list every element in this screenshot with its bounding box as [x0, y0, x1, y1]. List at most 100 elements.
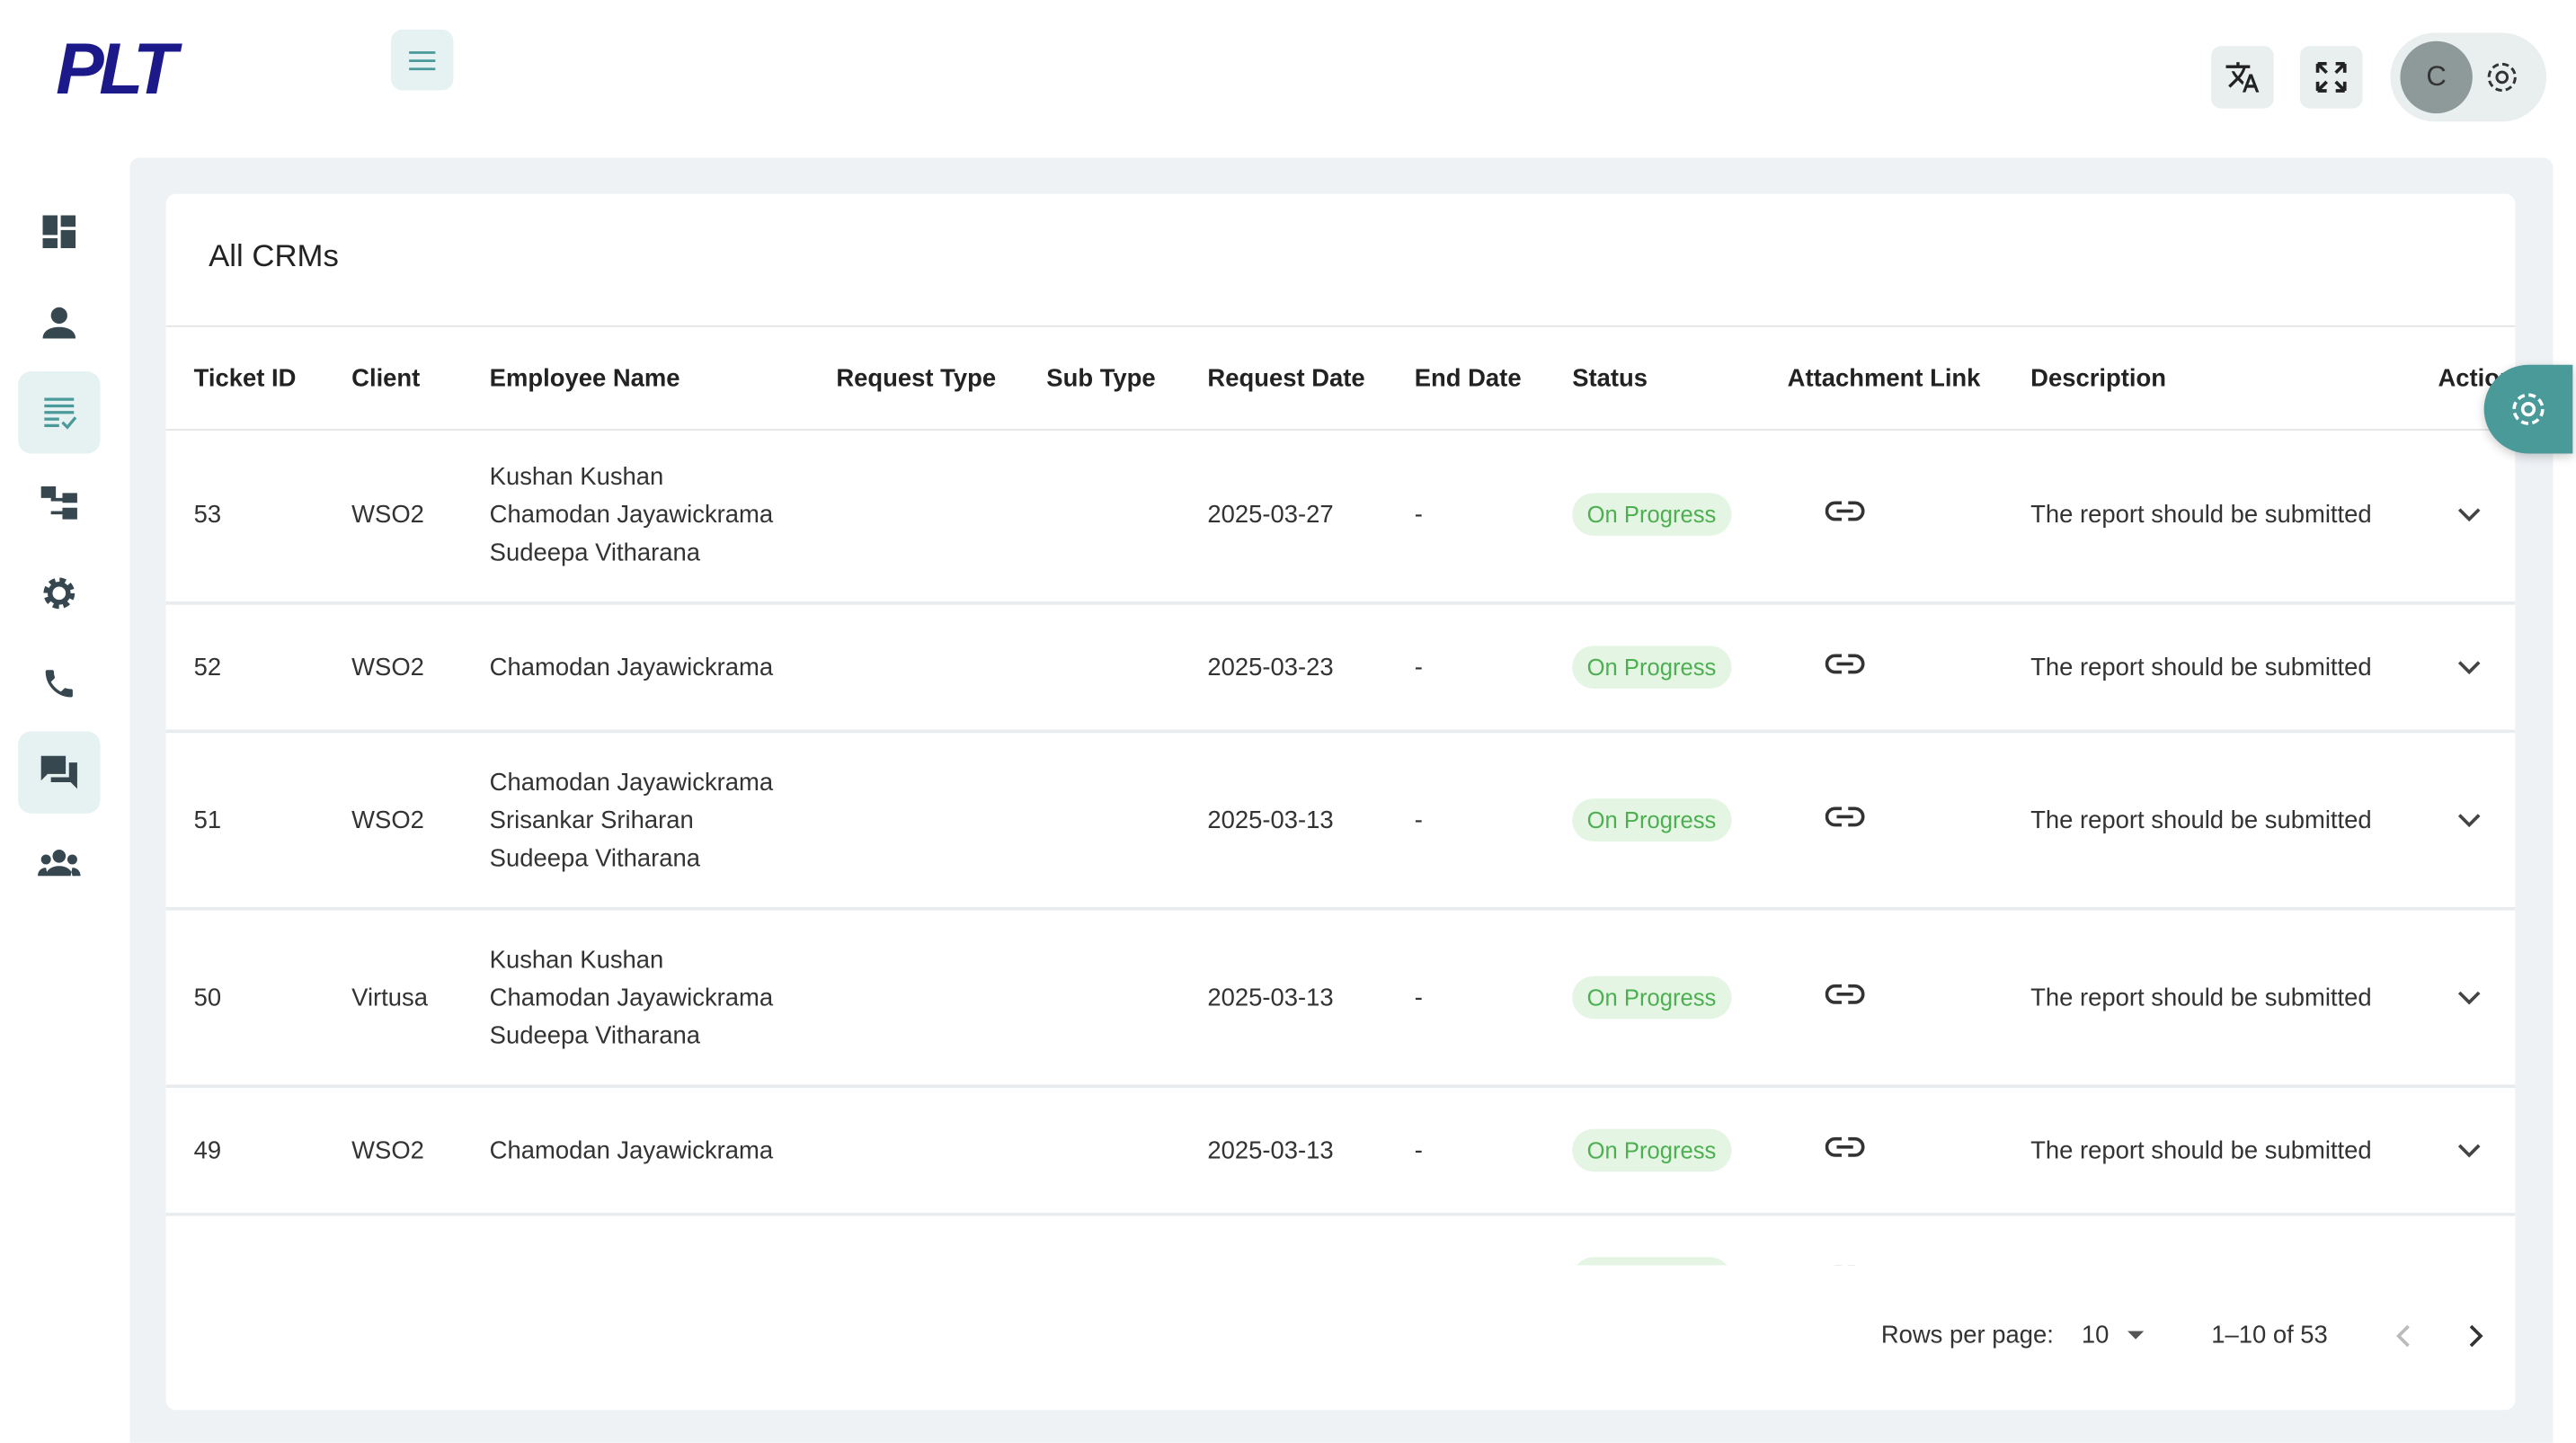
- nav-icon: [44, 397, 77, 430]
- description: The report should be submitted: [2030, 500, 2372, 529]
- ticket-id: 52: [193, 653, 222, 681]
- expand-button[interactable]: [2457, 654, 2481, 681]
- dropdown-icon: [2127, 1331, 2145, 1340]
- column-header[interactable]: Status: [1572, 363, 1648, 392]
- end-date-cell: -: [1415, 733, 1423, 907]
- request-date: 2025-03-23: [1207, 653, 1334, 681]
- column-header: Attachment Link: [1787, 363, 1981, 392]
- ticket-cell: 48: [194, 1216, 222, 1265]
- request-date: 2025-03-27: [1207, 500, 1334, 529]
- nav-hierarchy[interactable]: [18, 462, 100, 544]
- ticket-cell: 52: [194, 605, 222, 730]
- settings-icon[interactable]: [2483, 58, 2522, 97]
- ticket-id: 48: [194, 1260, 222, 1265]
- nav-chat[interactable]: [18, 731, 101, 814]
- expand-button[interactable]: [2457, 1264, 2481, 1265]
- page-range: 1–10 of 53: [2211, 1321, 2328, 1349]
- client: WSO2: [351, 653, 424, 681]
- nav-crm[interactable]: [18, 371, 101, 454]
- chevron-icon: [2457, 660, 2481, 674]
- end-date-cell: -: [1415, 1088, 1423, 1213]
- menu-icon: [409, 50, 436, 70]
- table-row: 52 WSO2 Chamodan Jayawickrama 2025-03-23 - On…: [165, 605, 2516, 734]
- attachment-link[interactable]: [1825, 1136, 1865, 1165]
- nav-icon: [42, 307, 76, 339]
- nav-settings[interactable]: [18, 552, 100, 634]
- table-row: 49 WSO2 Chamodan Jayawickrama 2025-03-13 - On…: [165, 1088, 2516, 1216]
- employee-cell: Chamodan Jayawickrama Srisankar Sriharan S…: [490, 733, 773, 907]
- nav-icon: [40, 755, 77, 789]
- end-date: -: [1414, 1136, 1423, 1164]
- nav-icon: [43, 577, 76, 610]
- menu-button[interactable]: [391, 29, 454, 91]
- nav-icon: [45, 670, 73, 698]
- nav-dashboard[interactable]: [18, 191, 100, 272]
- attachment-link[interactable]: [1825, 653, 1865, 682]
- logo[interactable]: PLT: [56, 29, 177, 111]
- ticket-id: 50: [193, 983, 222, 1012]
- fullscreen-button[interactable]: [2299, 46, 2363, 109]
- attachment-link[interactable]: [1825, 983, 1865, 1012]
- nav-user[interactable]: [18, 281, 100, 363]
- expand-button[interactable]: [2457, 501, 2481, 529]
- column-header[interactable]: End Date: [1414, 363, 1522, 392]
- ticket-id: 49: [193, 1136, 222, 1164]
- employee-name: Sudeepa Vitharana: [489, 538, 700, 566]
- prev-page[interactable]: [2394, 1323, 2413, 1349]
- end-date-cell: -: [1415, 605, 1423, 730]
- end-date-cell: -: [1415, 911, 1423, 1085]
- translate-button[interactable]: [2211, 46, 2274, 109]
- attachment-link[interactable]: [1825, 806, 1865, 835]
- nav-team[interactable]: [18, 822, 100, 904]
- table-row: 50 Virtusa Kushan Kushan Chamodan Jayawickr…: [165, 911, 2516, 1089]
- employee-cell: Kushan Kushan Chamodan Jayawickrama Sudeep…: [490, 911, 773, 1085]
- column-header[interactable]: Request Date: [1207, 363, 1365, 392]
- expand-button[interactable]: [2457, 1136, 2481, 1164]
- description: The report should be submitted: [2030, 983, 2372, 1012]
- nav-phone[interactable]: [18, 643, 100, 725]
- rows-per-page-label: Rows per page:: [1880, 1321, 2054, 1349]
- employee-cell: Chamodan Jayawickrama: [490, 1088, 773, 1213]
- status-cell: On Progress: [1572, 1088, 1731, 1213]
- end-date: -: [1414, 806, 1423, 834]
- request-date: 2025-03-13: [1207, 806, 1334, 834]
- expand-button[interactable]: [2457, 806, 2481, 834]
- attachment-link[interactable]: [1825, 1264, 1865, 1266]
- column-header: Ticket ID: [193, 363, 297, 392]
- client-cell: WSO2: [351, 427, 424, 601]
- end-date: -: [1415, 1260, 1423, 1265]
- rows-per-page-select[interactable]: 10: [2082, 1322, 2145, 1349]
- floating-settings[interactable]: [2483, 364, 2573, 454]
- employee-name: Sudeepa Vitharana: [489, 843, 700, 872]
- link-icon: [1825, 654, 1865, 674]
- request-date-cell: 2025-03-13: [1207, 911, 1333, 1085]
- ticket-id: 51: [193, 806, 222, 834]
- attachment-cell: [1788, 733, 1865, 907]
- action-cell: [2438, 1088, 2481, 1213]
- nav-icon: [40, 486, 77, 520]
- avatar[interactable]: C: [2400, 40, 2473, 114]
- fullscreen-icon: [2315, 61, 2347, 93]
- employee-name: Chamodan Jayawickrama: [489, 653, 774, 681]
- status-cell: On Progress: [1572, 605, 1731, 730]
- link-icon: [1825, 501, 1865, 521]
- employee-name: Chamodan Jayawickrama: [489, 768, 774, 797]
- client-cell: Virtusa: [351, 911, 428, 1085]
- employee-cell: Chamodan Jayawickrama: [490, 605, 773, 730]
- description-cell: The report should be submitted: [2030, 733, 2371, 907]
- employee-name: Chamodan Jayawickrama: [490, 1260, 773, 1265]
- table-header: Ticket ID Client Employee Name Request Type…: [165, 325, 2516, 431]
- client-cell: WSO2: [351, 605, 424, 730]
- attachment-link[interactable]: [1825, 500, 1865, 530]
- next-page[interactable]: [2466, 1323, 2486, 1349]
- chevron-icon: [2457, 1143, 2481, 1157]
- end-date: -: [1414, 653, 1423, 681]
- attachment-cell: [1788, 911, 1865, 1085]
- action-cell: [2438, 911, 2481, 1085]
- status-cell: On Progress: [1572, 427, 1731, 601]
- employee-name: Kushan Kushan: [489, 945, 664, 974]
- request-date: 2025-03-10: [1207, 1260, 1333, 1265]
- expand-button[interactable]: [2457, 984, 2481, 1011]
- table-row: 48 WSO2 Chamodan Jayawickrama 2025-03-10 - On…: [166, 1216, 2516, 1266]
- client: WSO2: [351, 1136, 424, 1164]
